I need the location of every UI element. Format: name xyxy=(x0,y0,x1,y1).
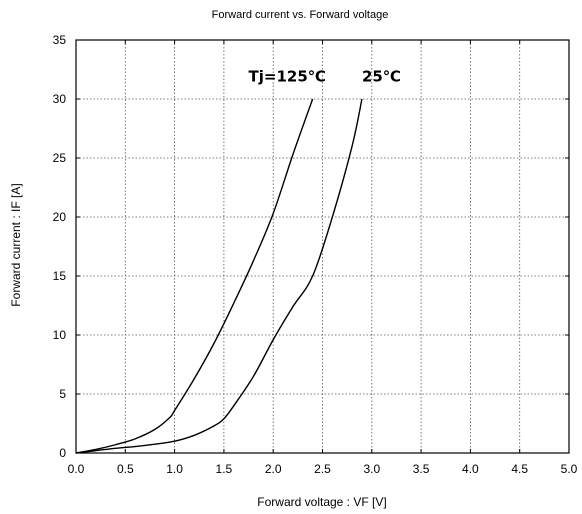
x-tick-label-3: 1.5 xyxy=(216,462,233,476)
y-axis-label: Forward current : IF [A] xyxy=(9,183,23,306)
y-tick-label-0: 0 xyxy=(59,446,66,460)
y-tick-label-1: 5 xyxy=(59,387,66,401)
x-tick-label-0: 0.0 xyxy=(68,462,85,476)
y-tick-label-7: 35 xyxy=(53,33,67,47)
x-axis-label: Forward voltage : VF [V] xyxy=(257,495,386,509)
series-line-1 xyxy=(75,98,363,454)
x-tick-labels: 0.0 0.5 1.0 1.5 2.0 2.5 3.0 3.5 4.0 4.5 5.0 xyxy=(68,40,578,476)
series-line-0 xyxy=(75,98,314,454)
y-tick-label-3: 15 xyxy=(53,269,67,283)
x-tick-label-8: 4.0 xyxy=(462,462,479,476)
annotation-1: 25℃ xyxy=(362,67,401,85)
x-tick-label-9: 4.5 xyxy=(511,462,528,476)
x-tick-label-10: 5.0 xyxy=(561,462,578,476)
annotation-0: Tj=125℃ xyxy=(249,67,326,85)
series-layer xyxy=(75,98,363,454)
x-tick-label-1: 0.5 xyxy=(117,462,134,476)
chart-title: Forward current vs. Forward voltage xyxy=(212,9,389,21)
y-tick-label-5: 25 xyxy=(53,151,67,165)
grid xyxy=(76,40,569,453)
x-tick-label-4: 2.0 xyxy=(265,462,282,476)
y-tick-label-2: 10 xyxy=(53,328,67,342)
x-tick-label-2: 1.0 xyxy=(166,462,183,476)
annotations: Tj=125℃ 25℃ xyxy=(249,67,401,85)
x-tick-label-5: 2.5 xyxy=(314,462,331,476)
x-tick-label-6: 3.0 xyxy=(363,462,380,476)
y-tick-label-4: 20 xyxy=(53,210,67,224)
y-tick-labels: 0 5 10 15 20 25 30 35 xyxy=(53,33,569,460)
y-tick-label-6: 30 xyxy=(53,92,67,106)
x-tick-label-7: 3.5 xyxy=(413,462,430,476)
